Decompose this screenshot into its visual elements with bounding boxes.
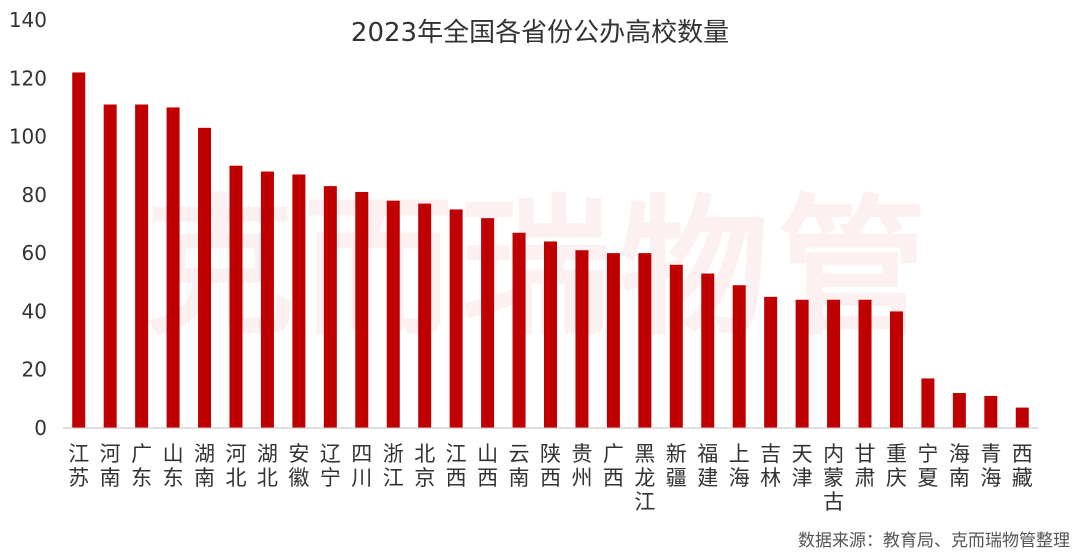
bar [449, 209, 463, 428]
x-tick-label: 贵州 [571, 442, 592, 490]
bar [889, 311, 903, 428]
x-tick-label: 四川 [351, 442, 372, 490]
chart-title: 2023年全国各省份公办高校数量 [351, 18, 729, 48]
bar [795, 299, 809, 428]
x-tick-label: 江苏 [68, 442, 89, 490]
bar [669, 264, 683, 428]
x-tick-label: 海南 [949, 442, 970, 490]
bar [952, 393, 966, 428]
bar [292, 174, 306, 428]
bar [229, 165, 243, 428]
bar [355, 191, 369, 428]
x-tick-label: 云南 [509, 442, 530, 490]
x-tick-label: 内蒙古 [823, 442, 844, 514]
bar [418, 203, 432, 428]
x-tick-label: 江西 [446, 442, 467, 490]
y-tick-label: 140 [9, 8, 47, 32]
x-tick-label: 广东 [131, 442, 152, 490]
bar [764, 296, 778, 428]
y-tick-label: 120 [9, 66, 47, 90]
bar [386, 200, 400, 428]
x-tick-label: 广西 [603, 442, 624, 490]
bar [701, 273, 715, 428]
y-tick-label: 40 [22, 299, 47, 323]
bar [198, 127, 212, 428]
x-tick-label: 辽宁 [320, 442, 341, 490]
x-tick-label: 黑龙江 [634, 442, 655, 514]
x-tick-label: 天津 [792, 442, 813, 490]
x-tick-label: 河南 [100, 442, 121, 490]
y-tick-label: 100 [9, 125, 47, 149]
bar [72, 72, 86, 428]
x-tick-label: 甘肃 [855, 442, 876, 490]
bar [260, 171, 274, 429]
bar [606, 253, 620, 428]
bar [166, 107, 180, 428]
x-axis: 江苏河南广东山东湖南河北湖北安徽辽宁四川浙江北京江西山西云南陕西贵州广西黑龙江新… [68, 442, 1033, 514]
bar [323, 186, 337, 428]
bar [481, 218, 495, 428]
x-tick-label: 安徽 [288, 442, 309, 490]
source-note: 数据来源：教育局、克而瑞物管整理 [798, 531, 1070, 551]
bar [638, 253, 652, 428]
bar [827, 299, 841, 428]
bar [512, 232, 526, 428]
y-tick-label: 20 [22, 358, 47, 382]
bar [984, 395, 998, 428]
x-tick-label: 河北 [225, 442, 246, 490]
bar [575, 250, 589, 428]
y-tick-label: 80 [22, 183, 47, 207]
bar [135, 104, 149, 428]
x-tick-label: 山东 [163, 442, 184, 490]
y-axis: 0 20 40 60 80 100 120 140 [9, 8, 47, 440]
bar [544, 241, 557, 428]
x-tick-label: 新疆 [666, 442, 687, 490]
x-tick-label: 湖北 [257, 442, 278, 490]
bar [1015, 407, 1029, 428]
x-tick-label: 山西 [477, 442, 498, 490]
x-tick-label: 重庆 [886, 442, 907, 490]
x-tick-label: 福建 [697, 442, 718, 490]
x-tick-label: 青海 [980, 442, 1001, 490]
bar [103, 104, 117, 428]
x-tick-label: 宁夏 [917, 442, 938, 490]
x-tick-label: 西藏 [1012, 442, 1033, 490]
bar [732, 285, 746, 428]
bar-series [72, 72, 1029, 429]
x-tick-label: 北京 [414, 442, 435, 490]
bar [858, 299, 872, 428]
x-tick-label: 浙江 [383, 442, 404, 490]
x-tick-label: 湖南 [194, 442, 215, 490]
x-tick-label: 上海 [729, 442, 750, 490]
x-tick-label: 吉林 [760, 442, 781, 490]
bar [921, 378, 935, 428]
y-tick-label: 0 [34, 416, 47, 440]
y-tick-label: 60 [22, 241, 47, 265]
x-tick-label: 陕西 [540, 442, 561, 490]
